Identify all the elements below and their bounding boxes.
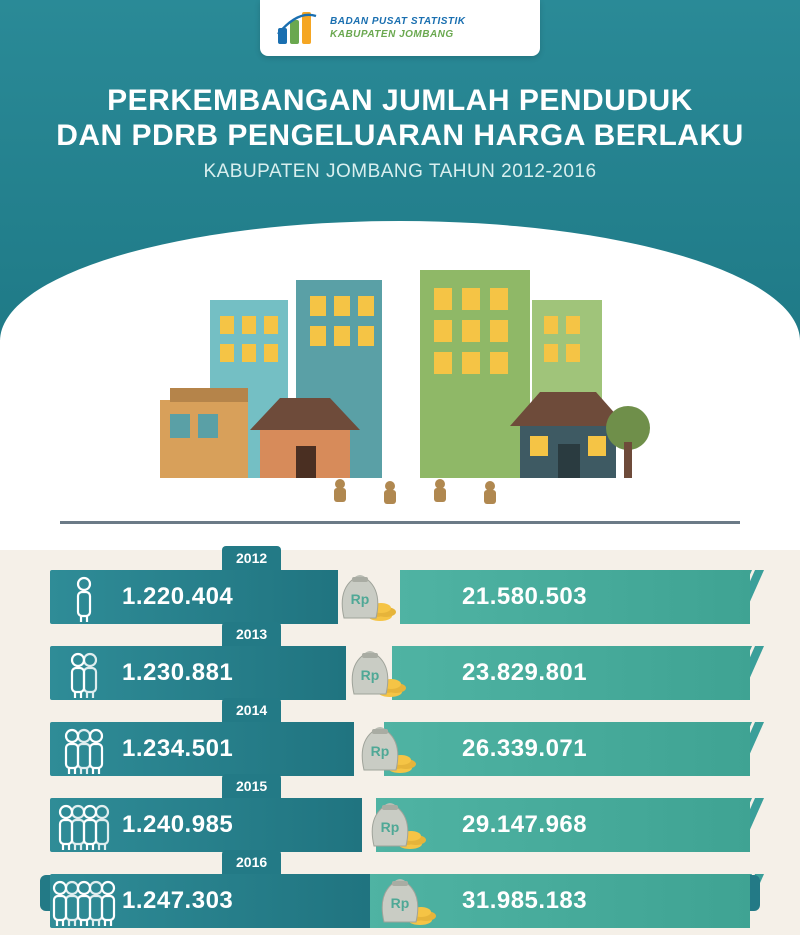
money-bag-icon: Rp xyxy=(374,866,438,928)
population-value: 1.247.303 xyxy=(122,887,233,915)
logo-line1: BADAN PUSAT STATISTIK xyxy=(330,15,466,28)
svg-text:Rp: Rp xyxy=(381,819,400,835)
data-row: 2013 1.230.881 xyxy=(50,636,750,700)
svg-text:Rp: Rp xyxy=(391,895,410,911)
data-row: 2014 xyxy=(50,712,750,776)
title-line1: PERKEMBANGAN JUMLAH PENDUDUK xyxy=(0,84,800,119)
data-rows: 2012 1.220.404 Rp 21.580.503 2013 xyxy=(0,550,800,928)
pdrb-bar: 29.147.968 xyxy=(376,798,750,852)
title-subtitle: KABUPATEN JOMBANG TAHUN 2012-2016 xyxy=(0,161,800,183)
svg-text:Rp: Rp xyxy=(371,743,390,759)
population-value: 1.240.985 xyxy=(122,811,233,839)
title-block: PERKEMBANGAN JUMLAH PENDUDUK DAN PDRB PE… xyxy=(0,84,800,183)
title-line2: DAN PDRB PENGELUARAN HARGA BERLAKU xyxy=(0,119,800,154)
people-icon xyxy=(50,868,118,928)
money-bag-icon: Rp xyxy=(364,790,428,852)
data-row: 2015 xyxy=(50,788,750,852)
svg-text:Rp: Rp xyxy=(361,667,380,683)
pdrb-bar: 23.829.801 xyxy=(392,646,750,700)
bps-logo-icon xyxy=(276,10,320,46)
year-tab: 2014 xyxy=(222,698,281,722)
ground-line xyxy=(60,521,740,524)
people-icon xyxy=(50,792,118,852)
year-tab: 2016 xyxy=(222,850,281,874)
logo-line2: KABUPATEN JOMBANG xyxy=(330,28,466,41)
pdrb-value: 26.339.071 xyxy=(462,735,587,763)
year-tab: 2013 xyxy=(222,622,281,646)
pdrb-value: 31.985.183 xyxy=(462,887,587,915)
pdrb-bar: 21.580.503 xyxy=(400,570,750,624)
pdrb-value: 21.580.503 xyxy=(462,583,587,611)
population-value: 1.220.404 xyxy=(122,583,233,611)
money-bag-icon: Rp xyxy=(344,638,408,700)
pdrb-value: 23.829.801 xyxy=(462,659,587,687)
svg-text:Rp: Rp xyxy=(351,591,370,607)
pdrb-bar: 26.339.071 xyxy=(384,722,750,776)
logo-box: BADAN PUSAT STATISTIK KABUPATEN JOMBANG xyxy=(260,0,540,56)
money-bag-icon: Rp xyxy=(334,562,398,624)
year-tab: 2015 xyxy=(222,774,281,798)
people-icon xyxy=(50,564,118,624)
illustration-band xyxy=(0,340,800,550)
year-tab: 2012 xyxy=(222,546,281,570)
people-icon xyxy=(50,716,118,776)
money-bag-icon: Rp xyxy=(354,714,418,776)
pdrb-value: 29.147.968 xyxy=(462,811,587,839)
population-value: 1.234.501 xyxy=(122,735,233,763)
city-illustration-icon xyxy=(120,260,680,520)
people-icon xyxy=(50,640,118,700)
data-row: 2016 xyxy=(50,864,750,928)
data-row: 2012 1.220.404 Rp 21.580.503 xyxy=(50,560,750,624)
population-value: 1.230.881 xyxy=(122,659,233,687)
logo-text: BADAN PUSAT STATISTIK KABUPATEN JOMBANG xyxy=(330,15,466,41)
